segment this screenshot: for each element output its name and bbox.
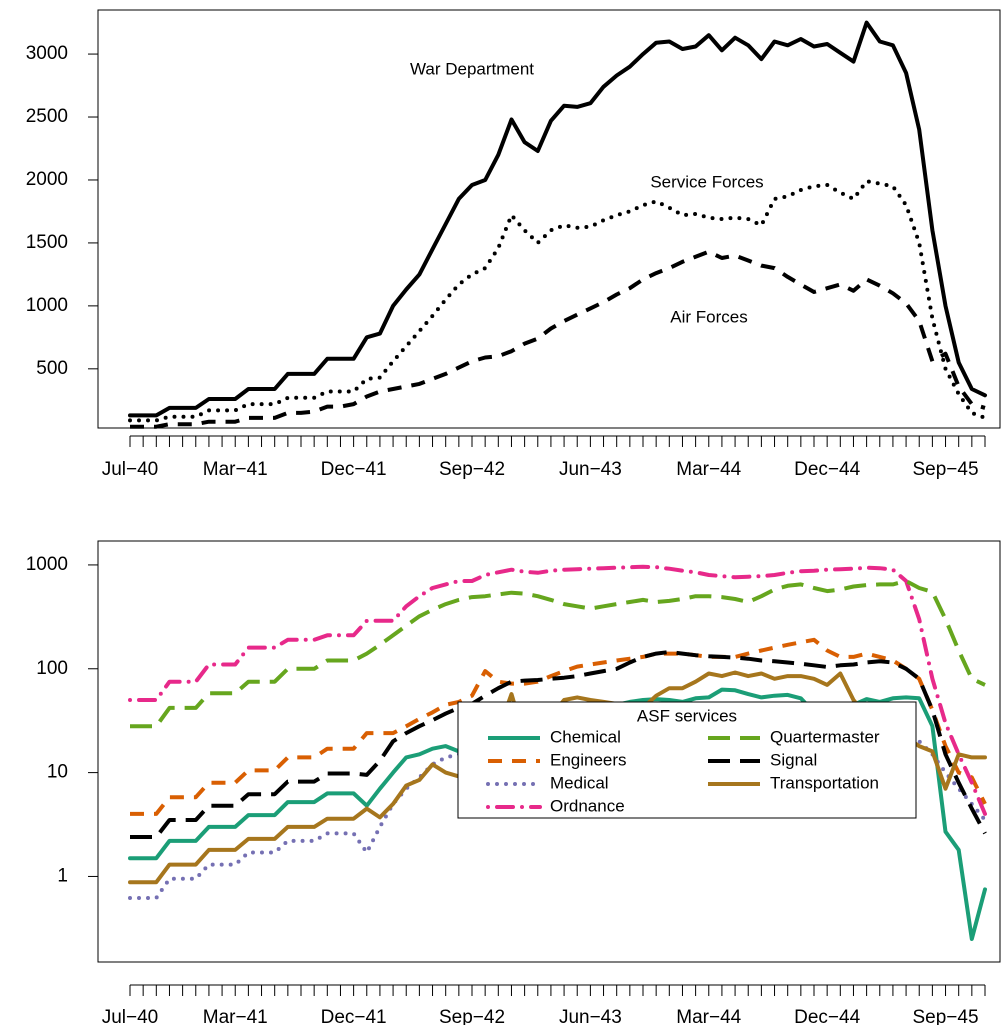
line-series: [130, 650, 987, 839]
y-tick-label: 2000: [26, 169, 68, 190]
x-tick-label: Dec−44: [794, 459, 860, 480]
y-tick-label: 1000: [26, 554, 68, 575]
annotation: Service Forces: [650, 172, 763, 191]
legend-label: Transportation: [770, 773, 879, 792]
line-series: [130, 579, 986, 729]
x-tick-label: Sep−45: [913, 459, 979, 480]
line-series: [130, 637, 987, 816]
x-tick-label: Jun−43: [559, 1007, 622, 1025]
x-tick-label: Sep−45: [913, 1007, 979, 1025]
plot-frame: [97, 540, 1001, 963]
x-tick-label: Mar−44: [676, 459, 741, 480]
legend-box: [457, 701, 917, 819]
x-tick-label: Dec−41: [321, 1007, 387, 1025]
y-tick-label: 1500: [26, 232, 68, 253]
x-tick-label: Jul−40: [102, 1007, 159, 1025]
y-tick-label: 3000: [26, 43, 68, 64]
legend-label: Signal: [770, 750, 817, 769]
y-tick-label: 2500: [26, 106, 68, 127]
x-tick-label: Mar−41: [203, 1007, 268, 1025]
y-tick-label: 500: [36, 358, 68, 379]
x-tick-label: Sep−42: [439, 459, 505, 480]
y-tick-label: 100: [36, 658, 68, 679]
x-tick-label: Dec−44: [794, 1007, 860, 1025]
legend-label: Ordnance: [550, 796, 625, 815]
legend-label: Medical: [550, 773, 609, 792]
x-tick-label: Sep−42: [439, 1007, 505, 1025]
legend-label: Quartermaster: [770, 727, 880, 746]
legend-label: Chemical: [550, 727, 621, 746]
y-tick-label: 10: [47, 762, 68, 783]
legend-label: Engineers: [550, 750, 627, 769]
line-series: [128, 20, 987, 418]
annotation: Air Forces: [670, 307, 747, 326]
x-tick-label: Jul−40: [102, 459, 159, 480]
x-tick-label: Dec−41: [321, 459, 387, 480]
line-series: [128, 564, 987, 816]
x-tick-label: Jun−43: [559, 459, 622, 480]
plot-frame: [97, 9, 1001, 429]
y-tick-label: 1000: [26, 295, 68, 316]
x-tick-label: Mar−41: [203, 459, 268, 480]
line-series: [130, 249, 986, 429]
y-tick-label: 1: [57, 865, 68, 886]
annotation: War Department: [410, 59, 534, 78]
legend-title: ASF services: [637, 706, 737, 725]
line-series: [128, 179, 987, 423]
x-tick-label: Mar−44: [676, 1007, 741, 1025]
